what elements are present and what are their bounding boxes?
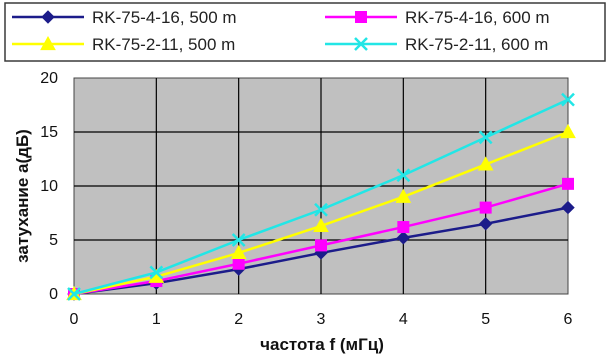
- x-tick-label: 4: [399, 311, 408, 328]
- data-point: [314, 202, 328, 217]
- axes: 0 1 2 3 4 5 6 0 5 10 15 20: [40, 70, 572, 328]
- data-point: [315, 239, 327, 252]
- y-tick-label: 0: [49, 286, 58, 303]
- x-tick-label: 1: [152, 311, 161, 328]
- series: [66, 92, 576, 301]
- x-tick-label: 3: [317, 311, 326, 328]
- legend-marker: [41, 10, 55, 24]
- legend-entry: RK-75-2-11, 500 m: [12, 35, 235, 54]
- y-tick-label: 15: [40, 124, 58, 141]
- legend-entry: RK-75-2-11, 600 m: [325, 35, 548, 54]
- data-point: [397, 221, 410, 234]
- data-point: [231, 233, 246, 247]
- data-point: [396, 231, 411, 245]
- legend-marker: [355, 11, 367, 23]
- legend-box: [4, 2, 606, 62]
- data-point: [67, 287, 81, 301]
- y-tick-label: 20: [40, 70, 58, 87]
- legend-entry: RK-75-4-16, 500 m: [12, 8, 237, 27]
- y-tick-label: 10: [40, 178, 58, 195]
- data-point: [561, 200, 575, 215]
- series-4: [67, 92, 575, 301]
- data-point: [313, 217, 329, 233]
- legend-marker: [40, 35, 56, 51]
- x-axis-title: частота f (мГц): [260, 335, 384, 354]
- legend: RK-75-4-16, 500 m RK-75-4-16, 600 m RK-75-…: [12, 8, 550, 54]
- legend-label: RK-75-4-16, 600 m: [405, 8, 550, 27]
- data-point: [477, 156, 494, 171]
- legend-label: RK-75-2-11, 600 m: [405, 35, 548, 54]
- legend-entry: RK-75-4-16, 600 m: [325, 8, 550, 27]
- data-point: [396, 168, 411, 183]
- y-tick-label: 5: [49, 232, 58, 249]
- data-point: [395, 188, 412, 203]
- data-point: [478, 217, 493, 231]
- data-point: [561, 92, 575, 107]
- data-point: [230, 244, 247, 260]
- legend-label: RK-75-4-16, 500 m: [92, 8, 237, 27]
- y-axis-title: затухание a(дБ): [13, 129, 32, 263]
- data-point: [562, 177, 574, 190]
- x-tick-label: 2: [234, 311, 243, 328]
- data-point: [560, 123, 576, 139]
- legend-label: RK-75-2-11, 500 m: [92, 35, 235, 54]
- legend-marker: [354, 37, 368, 51]
- data-point: [479, 201, 492, 214]
- x-tick-label: 0: [70, 311, 79, 328]
- data-point: [232, 257, 245, 270]
- data-point: [149, 265, 164, 280]
- x-tick-label: 6: [564, 311, 573, 328]
- series-3: [66, 123, 576, 301]
- x-tick-label: 5: [481, 311, 490, 328]
- data-point: [478, 130, 493, 145]
